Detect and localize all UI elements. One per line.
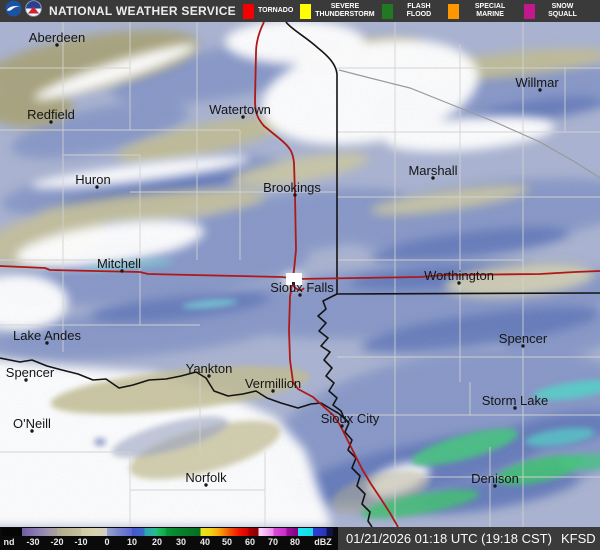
county-lines xyxy=(0,22,600,527)
city-label-lake-andes: Lake Andes xyxy=(13,328,81,343)
interstate-29 xyxy=(254,22,399,527)
city-label-vermillion: Vermillion xyxy=(245,376,301,391)
scale-tick: -10 xyxy=(74,537,88,547)
city-label-marshall: Marshall xyxy=(408,163,457,178)
city-label-mitchell: Mitchell xyxy=(97,256,141,271)
scale-tick: 60 xyxy=(244,537,256,547)
state-borders xyxy=(0,22,600,527)
scale-tick: 30 xyxy=(175,537,187,547)
city-label-spencer-ne: Spencer xyxy=(6,365,55,380)
timestamp-area: 01/21/2026 01:18 UTC (19:18 CST) KFSD xyxy=(338,527,600,550)
legend-item-special-marine: SPECIAL MARINE xyxy=(448,3,517,20)
special-marine-swatch xyxy=(448,3,460,19)
city-label-oneill: O'Neill xyxy=(13,416,51,431)
radar-map[interactable]: Aberdeen Redfield Watertown Willmar Huro… xyxy=(0,22,600,527)
city-label-sioux-falls: Sioux Falls xyxy=(270,280,334,295)
legend-item-snow-squall: SNOW SQUALL xyxy=(523,2,586,20)
severe-thunderstorm-swatch xyxy=(300,3,312,19)
city-label-denison: Denison xyxy=(471,471,519,486)
city-labels: Aberdeen Redfield Watertown Willmar Huro… xyxy=(6,30,560,486)
special-marine-label: SPECIAL MARINE xyxy=(474,2,506,18)
noaa-logo-icon xyxy=(5,0,22,22)
flash-flood-label: FLASH FLOOD xyxy=(406,2,432,18)
city-label-watertown: Watertown xyxy=(209,102,271,117)
city-label-willmar: Willmar xyxy=(515,75,559,90)
agency-logos xyxy=(5,0,42,22)
tornado-swatch xyxy=(243,3,254,19)
scale-tick: -20 xyxy=(50,537,64,547)
header-bar: NATIONAL WEATHER SERVICE TORNADO SEVERE … xyxy=(0,0,600,22)
scale-tick: 0 xyxy=(104,537,110,547)
missouri-river xyxy=(0,357,350,424)
scale-unit: dBZ xyxy=(314,537,332,547)
city-label-worthington: Worthington xyxy=(424,268,494,283)
nws-logo-icon xyxy=(25,0,42,22)
frame-timestamp: 01/21/2026 01:18 UTC (19:18 CST) xyxy=(346,531,552,546)
severe-thunderstorm-label: SEVERE THUNDERSTORM xyxy=(315,2,375,18)
radar-station-id: KFSD xyxy=(560,531,596,546)
city-label-storm-lake: Storm Lake xyxy=(482,393,548,408)
city-label-huron: Huron xyxy=(75,172,110,187)
city-label-brookings: Brookings xyxy=(263,180,321,195)
legend-item-tornado: TORNADO xyxy=(243,3,294,19)
city-label-yankton: Yankton xyxy=(186,361,233,376)
tornado-label: TORNADO xyxy=(258,6,294,14)
highway-gray xyxy=(338,69,600,179)
mn-ia-border xyxy=(336,292,600,295)
city-label-sioux-city: Sioux City xyxy=(321,411,380,426)
scale-tick: 10 xyxy=(126,537,138,547)
page-title: NATIONAL WEATHER SERVICE xyxy=(49,4,236,18)
scale-tick: 50 xyxy=(221,537,233,547)
legend-item-severe-thunderstorm: SEVERE THUNDERSTORM xyxy=(300,2,375,20)
scale-tick: 70 xyxy=(267,537,279,547)
snow-squall-swatch xyxy=(523,3,535,19)
scale-tick: 20 xyxy=(151,537,163,547)
radar-site-marker xyxy=(286,273,302,285)
warning-legend: TORNADO SEVERE THUNDERSTORM FLASH FLOOD … xyxy=(236,0,600,22)
big-sioux-river xyxy=(317,293,350,424)
snow-squall-label: SNOW SQUALL xyxy=(548,2,577,18)
city-label-spencer-ia: Spencer xyxy=(499,331,548,346)
city-markers xyxy=(24,43,542,488)
city-label-redfield: Redfield xyxy=(27,107,75,122)
flash-flood-swatch xyxy=(381,3,393,19)
scale-tick: 80 xyxy=(289,537,301,547)
scale-tick: 40 xyxy=(199,537,211,547)
interstate-229-loop xyxy=(291,283,305,291)
legend-item-flash-flood: FLASH FLOOD xyxy=(381,2,442,20)
reflectivity-colorbar xyxy=(2,528,333,536)
scale-tick: -30 xyxy=(26,537,40,547)
scale-tick-nd: nd xyxy=(3,537,15,547)
mn-sd-border xyxy=(285,22,338,294)
status-bar: nd -30 -20 -10 0 10 20 30 40 50 60 70 80… xyxy=(0,527,600,550)
reflectivity-scale: nd -30 -20 -10 0 10 20 30 40 50 60 70 80… xyxy=(0,527,338,550)
city-label-norfolk: Norfolk xyxy=(185,470,227,485)
city-label-aberdeen: Aberdeen xyxy=(29,30,85,45)
missouri-river-south xyxy=(344,422,373,527)
